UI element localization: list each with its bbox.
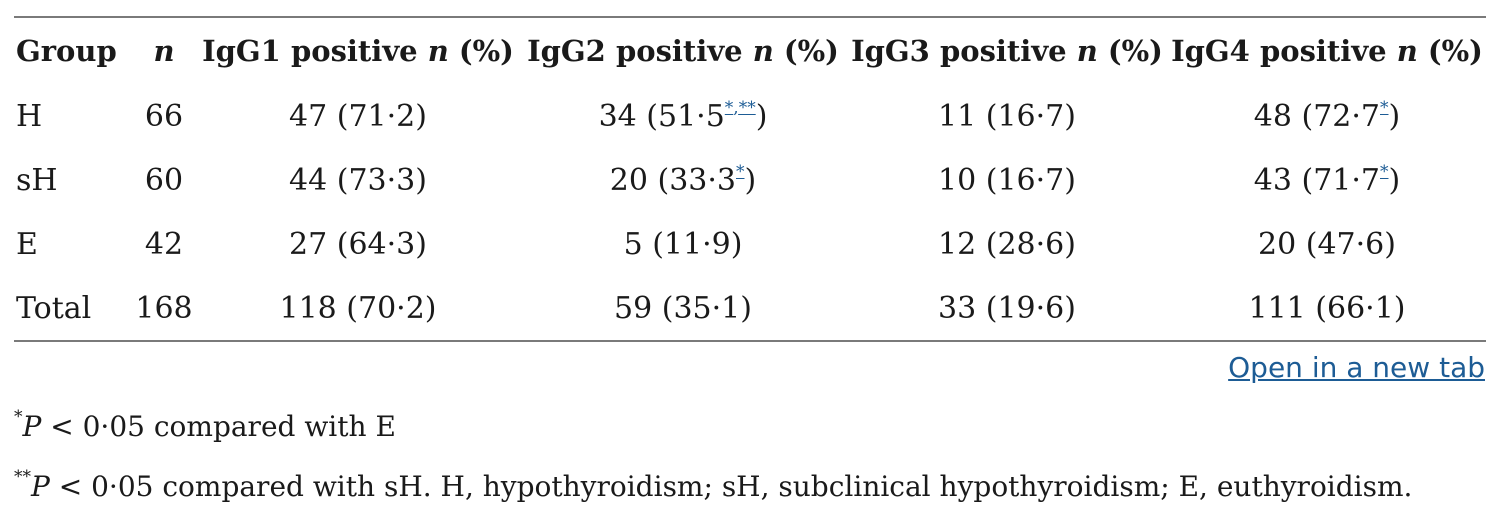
results-table-container: Group n IgG1 positive n (%) IgG2 positiv… bbox=[14, 16, 1486, 342]
cell-igg2: 20 (33·3*) bbox=[520, 148, 846, 212]
cell-group: E bbox=[16, 226, 38, 262]
footnote-link-1[interactable]: * bbox=[1380, 97, 1389, 118]
open-in-new-tab-link[interactable]: Open in a new tab bbox=[1228, 351, 1485, 384]
header-igg1-n: n bbox=[427, 34, 449, 68]
cell-group: H bbox=[16, 98, 43, 134]
cell-igg2-close: ) bbox=[755, 98, 768, 134]
cell-igg4-value: 43 (71·7 bbox=[1253, 162, 1380, 198]
cell-igg2: 34 (51·5*,**) bbox=[520, 84, 846, 148]
footnote-link-2[interactable]: ** bbox=[738, 97, 756, 118]
header-igg1: IgG1 positive n (%) bbox=[196, 17, 520, 84]
table-row: E 42 27 (64·3) 5 (11·9) 12 (28·6) 20 (47… bbox=[14, 212, 1486, 276]
footnote-text: < 0·05 compared with E bbox=[41, 410, 396, 443]
footnote-marker: * bbox=[14, 407, 23, 427]
header-igg4: IgG4 positive n (%) bbox=[1168, 17, 1486, 84]
header-igg2: IgG2 positive n (%) bbox=[520, 17, 846, 84]
header-igg4-label: IgG4 positive bbox=[1171, 34, 1397, 68]
cell-igg3: 33 (19·6) bbox=[938, 290, 1076, 326]
cell-igg2-value: 20 (33·3 bbox=[609, 162, 736, 198]
cell-group: sH bbox=[16, 162, 58, 198]
cell-igg2: 59 (35·1) bbox=[614, 290, 752, 326]
header-n: n bbox=[132, 17, 196, 84]
header-igg2-n: n bbox=[752, 34, 774, 68]
cell-n: 60 bbox=[144, 162, 184, 198]
header-igg3-label: IgG3 positive bbox=[851, 34, 1077, 68]
cell-igg4: 111 (66·1) bbox=[1248, 290, 1406, 326]
cell-igg3: 11 (16·7) bbox=[938, 98, 1076, 134]
cell-igg4: 20 (47·6) bbox=[1258, 226, 1396, 262]
cell-igg4: 48 (72·7*) bbox=[1168, 84, 1486, 148]
footnote-link-1[interactable]: * bbox=[1380, 161, 1389, 182]
footnote-markers: * bbox=[1380, 162, 1389, 182]
cell-igg4-close: ) bbox=[1388, 162, 1401, 198]
header-igg2-pct: (%) bbox=[773, 34, 839, 68]
header-n-label: n bbox=[153, 34, 175, 68]
footnote-link-1[interactable]: * bbox=[724, 97, 734, 118]
cell-igg2: 5 (11·9) bbox=[623, 226, 743, 262]
header-igg3: IgG3 positive n (%) bbox=[846, 17, 1168, 84]
footnote-link-1[interactable]: * bbox=[736, 161, 745, 182]
table-row: H 66 47 (71·2) 34 (51·5*,**) 11 (16·7) 4… bbox=[14, 84, 1486, 148]
header-group: Group bbox=[16, 34, 117, 68]
cell-igg3: 10 (16·7) bbox=[938, 162, 1076, 198]
header-igg2-label: IgG2 positive bbox=[527, 34, 753, 68]
cell-igg1: 47 (71·2) bbox=[289, 98, 427, 134]
cell-igg3: 12 (28·6) bbox=[938, 226, 1076, 262]
header-igg1-label: IgG1 positive bbox=[202, 34, 428, 68]
footnote: **P < 0·05 compared with sH. H, hypothyr… bbox=[14, 467, 1413, 504]
cell-igg2-value: 34 (51·5 bbox=[598, 98, 725, 134]
cell-igg4-close: ) bbox=[1388, 98, 1401, 134]
footnote: *P < 0·05 compared with E bbox=[14, 407, 396, 444]
cell-igg4: 43 (71·7*) bbox=[1168, 148, 1486, 212]
table-header-row: Group n IgG1 positive n (%) IgG2 positiv… bbox=[14, 17, 1486, 84]
cell-n: 168 bbox=[135, 290, 193, 326]
footnote-link-separator: , bbox=[733, 97, 739, 118]
footnote-marker: ** bbox=[14, 467, 31, 487]
header-igg1-pct: (%) bbox=[448, 34, 514, 68]
cell-igg1: 27 (64·3) bbox=[289, 226, 427, 262]
cell-group: Total bbox=[16, 290, 92, 326]
cell-igg1: 44 (73·3) bbox=[289, 162, 427, 198]
footnote-markers: *,** bbox=[725, 98, 756, 118]
igg-positivity-table: Group n IgG1 positive n (%) IgG2 positiv… bbox=[14, 16, 1486, 342]
cell-igg1: 118 (70·2) bbox=[279, 290, 437, 326]
header-igg3-pct: (%) bbox=[1097, 34, 1163, 68]
footnote-p-symbol: P bbox=[31, 470, 50, 503]
cell-igg2-close: ) bbox=[744, 162, 757, 198]
cell-igg4-value: 48 (72·7 bbox=[1253, 98, 1380, 134]
header-igg4-n: n bbox=[1396, 34, 1418, 68]
footnote-markers: * bbox=[736, 162, 745, 182]
table-row: Total 168 118 (70·2) 59 (35·1) 33 (19·6)… bbox=[14, 276, 1486, 341]
header-igg4-pct: (%) bbox=[1417, 34, 1483, 68]
footnote-p-symbol: P bbox=[22, 410, 42, 443]
footnote-text: < 0·05 compared with sH. H, hypothyroidi… bbox=[49, 470, 1413, 503]
header-igg3-n: n bbox=[1076, 34, 1098, 68]
cell-n: 66 bbox=[144, 98, 184, 134]
cell-n: 42 bbox=[144, 226, 184, 262]
table-row: sH 60 44 (73·3) 20 (33·3*) 10 (16·7) 43 … bbox=[14, 148, 1486, 212]
footnote-markers: * bbox=[1380, 98, 1389, 118]
